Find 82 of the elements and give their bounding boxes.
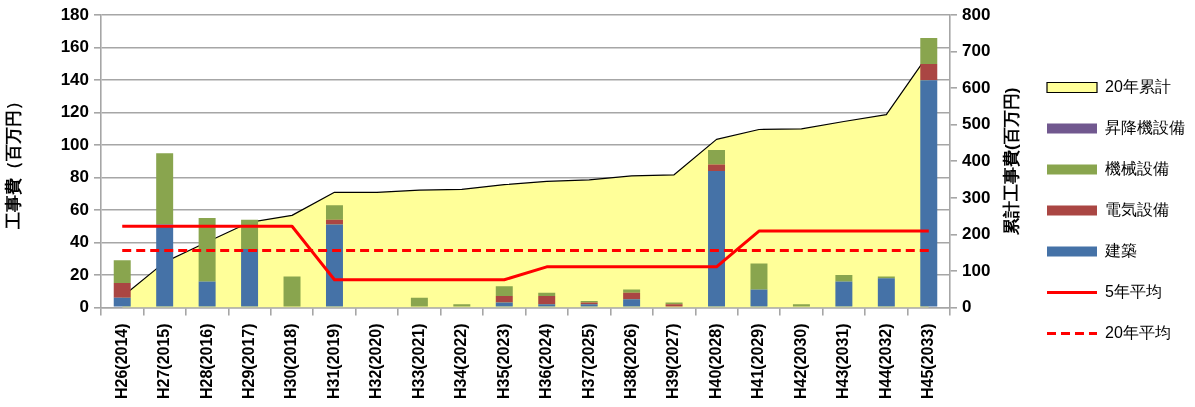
x-tick-label: H30(2018) xyxy=(282,323,300,400)
legend-label: 20年累計 xyxy=(1105,77,1171,95)
bar xyxy=(241,248,259,307)
bar xyxy=(453,304,471,307)
y-tick-label: 180 xyxy=(60,4,89,24)
y2-tick-label: 700 xyxy=(962,41,991,61)
bar xyxy=(538,304,556,307)
legend-label: 機械設備 xyxy=(1105,159,1169,177)
y-tick-label: 160 xyxy=(60,37,89,57)
bar xyxy=(708,164,726,172)
bar xyxy=(920,37,938,64)
bar xyxy=(750,263,768,290)
y2-tick-label: 600 xyxy=(962,77,991,97)
x-tick-label: H31(2019) xyxy=(324,323,342,400)
y-tick-label: 0 xyxy=(79,297,89,317)
x-tick-label: H34(2022) xyxy=(452,323,470,400)
legend-label: 5年平均 xyxy=(1105,282,1162,300)
bar xyxy=(198,218,216,282)
x-tick-label: H29(2017) xyxy=(239,323,257,400)
x-tick-label: H45(2033) xyxy=(919,323,937,400)
x-tick-label: H35(2023) xyxy=(494,323,512,400)
y2-tick-label: 500 xyxy=(962,114,991,134)
bar xyxy=(877,278,895,307)
x-tick-label: H26(2014) xyxy=(112,323,130,400)
y-tick-label: 60 xyxy=(70,199,89,219)
legend-label: 建築 xyxy=(1104,241,1137,259)
y-tick-label: 100 xyxy=(60,134,89,154)
legend-label: 昇降機設備 xyxy=(1105,118,1185,136)
bar xyxy=(113,283,131,298)
y-tick-label: 20 xyxy=(70,264,89,284)
y2-tick-label: 200 xyxy=(962,224,991,244)
y-tick-label: 140 xyxy=(60,69,89,89)
y-axis-title: 工事費（百万円） xyxy=(3,93,23,231)
x-tick-label: H28(2016) xyxy=(197,323,215,400)
y2-tick-label: 100 xyxy=(962,260,991,280)
bar xyxy=(750,289,768,307)
bar xyxy=(325,205,343,220)
bar xyxy=(495,302,513,307)
y-tick-label: 80 xyxy=(70,167,89,187)
x-tick-label: H41(2029) xyxy=(749,323,767,400)
x-tick-label: H39(2027) xyxy=(664,323,682,400)
bar xyxy=(623,289,641,293)
bar xyxy=(920,63,938,81)
legend-label: 20年平均 xyxy=(1105,323,1171,341)
y-tick-label: 120 xyxy=(60,102,89,122)
bar xyxy=(495,286,513,297)
y2-axis-title: 累計工事費(百万円) xyxy=(1001,87,1021,236)
x-tick-label: H27(2015) xyxy=(155,323,173,400)
bar xyxy=(198,281,216,307)
legend-label: 電気設備 xyxy=(1105,200,1169,218)
bar xyxy=(495,296,513,303)
y2-tick-label: 300 xyxy=(962,187,991,207)
bar xyxy=(156,153,174,225)
bar xyxy=(283,276,301,307)
bar xyxy=(835,281,853,307)
x-tick-label: H42(2030) xyxy=(791,323,809,400)
bar xyxy=(835,274,853,282)
y2-tick-label: 400 xyxy=(962,150,991,170)
bar xyxy=(538,296,556,305)
y2-tick-label: 800 xyxy=(962,4,991,24)
x-tick-label: H37(2025) xyxy=(579,323,597,400)
bar xyxy=(113,260,131,284)
bar xyxy=(708,149,726,165)
bar xyxy=(920,80,938,307)
x-tick-label: H36(2024) xyxy=(537,323,555,400)
bar xyxy=(792,304,810,307)
x-tick-label: H38(2026) xyxy=(622,323,640,400)
bar xyxy=(325,224,343,307)
x-tick-label: H40(2028) xyxy=(706,323,724,400)
y-tick-label: 40 xyxy=(70,232,89,252)
x-tick-label: H32(2020) xyxy=(367,323,385,400)
x-tick-label: H43(2031) xyxy=(834,323,852,400)
bar xyxy=(538,292,556,297)
bar xyxy=(708,171,726,307)
bar xyxy=(325,219,343,225)
bar xyxy=(623,299,641,307)
bar xyxy=(113,297,131,307)
x-tick-label: H33(2021) xyxy=(409,323,427,400)
bar xyxy=(410,297,428,307)
y2-tick-label: 0 xyxy=(962,297,972,317)
x-tick-label: H44(2032) xyxy=(876,323,894,400)
bar xyxy=(623,292,641,300)
